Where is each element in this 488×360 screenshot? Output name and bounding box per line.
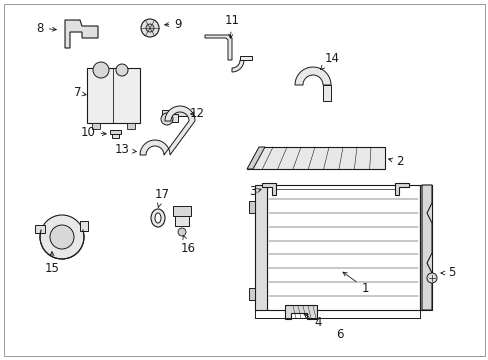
Bar (112, 130, 119, 138)
Bar (254, 185, 266, 310)
Bar (87, 68, 140, 123)
Bar (248, 288, 254, 300)
Polygon shape (421, 185, 431, 310)
Text: 7: 7 (74, 86, 86, 99)
Bar (175, 208, 189, 226)
Circle shape (40, 215, 84, 259)
Circle shape (141, 19, 159, 37)
Text: 4: 4 (304, 314, 321, 329)
Text: 16: 16 (180, 235, 195, 255)
Bar (173, 206, 191, 216)
Polygon shape (65, 20, 98, 48)
Circle shape (178, 228, 185, 236)
Bar (110, 130, 121, 134)
Polygon shape (294, 67, 330, 85)
Circle shape (116, 64, 128, 76)
Ellipse shape (155, 213, 161, 223)
Text: 11: 11 (224, 13, 239, 38)
Polygon shape (140, 106, 195, 155)
Circle shape (161, 113, 173, 125)
Text: 2: 2 (388, 156, 403, 168)
Text: 3: 3 (249, 185, 261, 198)
Bar (35, 225, 45, 233)
Polygon shape (246, 147, 384, 169)
Polygon shape (285, 305, 316, 319)
Polygon shape (231, 60, 244, 72)
Circle shape (93, 62, 109, 78)
Text: 10: 10 (81, 126, 106, 139)
Polygon shape (240, 56, 251, 60)
Bar (266, 185, 419, 310)
Text: 14: 14 (320, 51, 339, 69)
Bar (162, 110, 186, 116)
Bar (127, 123, 135, 129)
Circle shape (426, 273, 436, 283)
Text: 9: 9 (164, 18, 182, 31)
Text: 8: 8 (36, 22, 56, 35)
Bar (419, 185, 431, 310)
Text: 5: 5 (440, 266, 455, 279)
Polygon shape (204, 35, 231, 60)
Polygon shape (323, 85, 330, 101)
Circle shape (146, 24, 154, 32)
Ellipse shape (151, 209, 164, 227)
Text: 17: 17 (154, 189, 169, 207)
Polygon shape (394, 183, 408, 195)
Bar (92, 123, 100, 129)
Bar (170, 114, 178, 122)
Text: 13: 13 (114, 144, 136, 157)
Bar (80, 221, 88, 231)
Polygon shape (262, 183, 275, 195)
Text: 6: 6 (336, 328, 343, 341)
Polygon shape (246, 147, 264, 169)
Text: 15: 15 (44, 252, 60, 274)
Circle shape (50, 225, 74, 249)
Text: 1: 1 (342, 272, 368, 294)
Bar (248, 201, 254, 213)
Text: 12: 12 (189, 108, 204, 121)
